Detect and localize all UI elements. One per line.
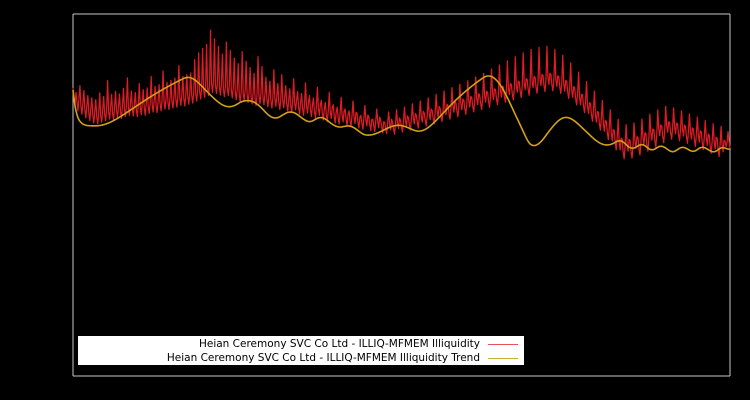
legend-label-illiquidity: Heian Ceremony SVC Co Ltd - ILLIQ-MFMEM … bbox=[198, 338, 480, 350]
series-line-illiquidity-trend bbox=[72, 75, 731, 153]
legend-entry-illiquidity[interactable]: Heian Ceremony SVC Co Ltd - ILLIQ-MFMEM … bbox=[78, 337, 524, 351]
series-line-illiquidity bbox=[72, 29, 731, 160]
axis-spines bbox=[72, 13, 731, 377]
chart-legend[interactable]: Heian Ceremony SVC Co Ltd - ILLIQ-MFMEM … bbox=[78, 336, 524, 365]
legend-swatch-illiquidity-trend bbox=[488, 357, 518, 359]
series-layer bbox=[72, 29, 731, 160]
legend-swatch-illiquidity bbox=[488, 343, 518, 345]
legend-label-illiquidity-trend: Heian Ceremony SVC Co Ltd - ILLIQ-MFMEM … bbox=[166, 352, 480, 364]
legend-entry-illiquidity-trend[interactable]: Heian Ceremony SVC Co Ltd - ILLIQ-MFMEM … bbox=[78, 351, 524, 365]
